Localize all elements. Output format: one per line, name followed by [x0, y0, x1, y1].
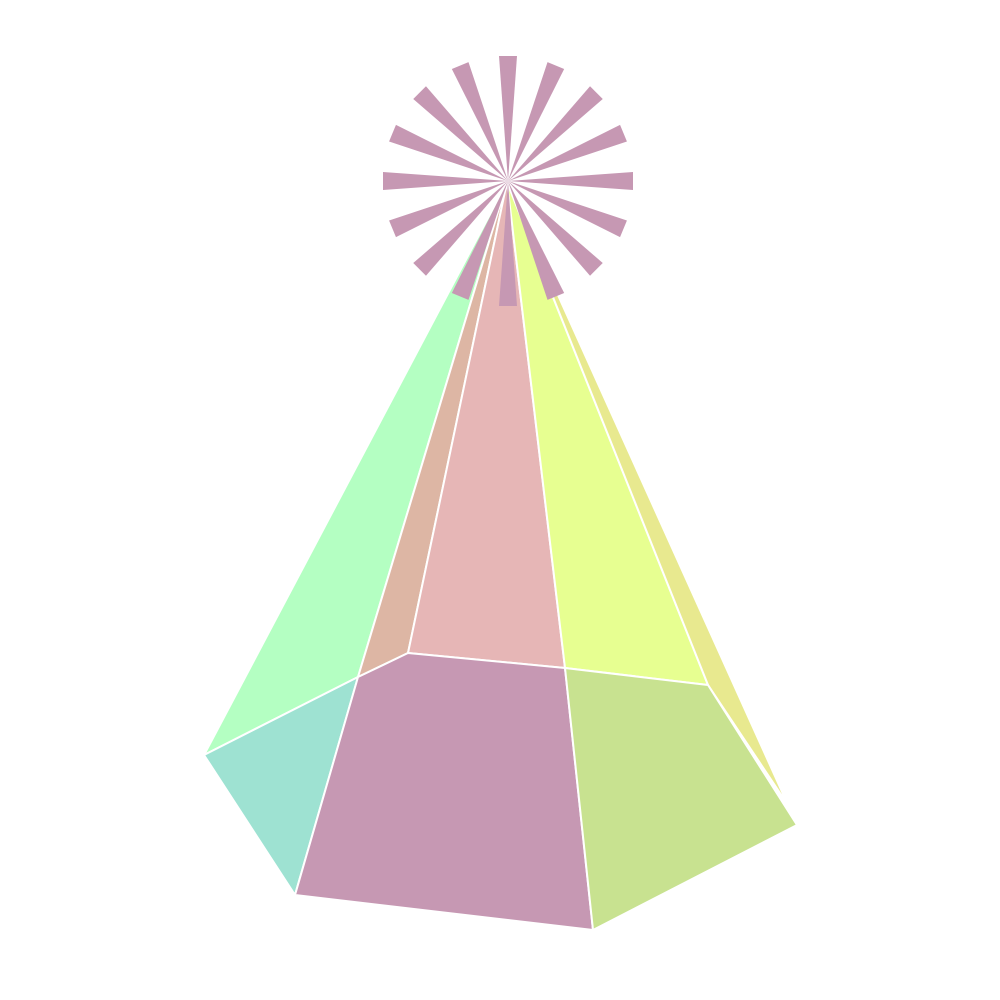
starburst-ray — [451, 62, 508, 181]
starburst-ray — [508, 181, 565, 300]
starburst-ray — [389, 181, 508, 238]
starburst-decoration — [383, 56, 633, 306]
starburst-ray — [499, 56, 517, 181]
starburst-ray — [413, 181, 508, 276]
starburst-ray — [383, 172, 508, 190]
starburst-ray — [508, 62, 565, 181]
starburst-ray — [389, 124, 508, 181]
starburst-ray — [451, 181, 508, 300]
starburst-ray — [508, 86, 603, 181]
starburst-ray — [413, 86, 508, 181]
pyramid-face-right-outer — [506, 181, 789, 806]
pyramid-face-base-right — [564, 667, 798, 931]
starburst-ray — [508, 124, 627, 181]
starburst-ray — [508, 181, 603, 276]
starburst-ray — [508, 172, 633, 190]
starburst-ray — [508, 181, 627, 238]
starburst-ray — [499, 181, 517, 306]
